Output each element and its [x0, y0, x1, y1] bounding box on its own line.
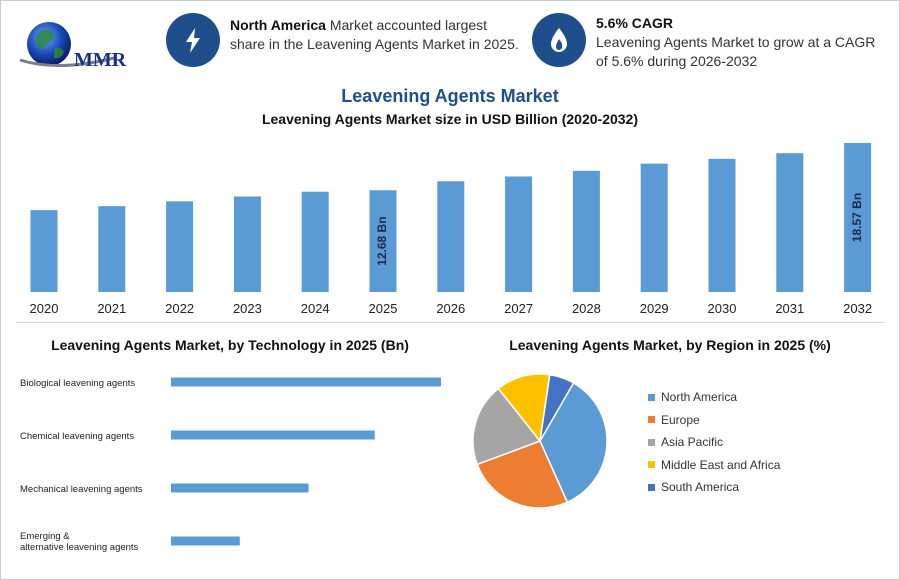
legend-item: Asia Pacific — [648, 431, 780, 454]
bar-2028 — [572, 170, 600, 292]
bar-2024 — [301, 191, 329, 292]
x-tick-label: 2028 — [572, 301, 601, 316]
legend-swatch — [648, 438, 655, 446]
bar-2022 — [166, 201, 194, 292]
legend-item: North America — [648, 386, 780, 409]
page-title: Leavening Agents Market — [341, 86, 559, 106]
pie-slice-asia-pacific — [472, 387, 542, 466]
bar-2027 — [505, 176, 533, 292]
bar-2021 — [98, 206, 126, 292]
bar-2023 — [233, 196, 261, 292]
legend-swatch — [648, 483, 655, 491]
cagr-callout: 5.6% CAGR Leavening Agents Market to grow… — [596, 14, 886, 71]
x-tick-label: 2029 — [640, 301, 669, 316]
bar-2032 — [844, 143, 872, 292]
pie-slice-middle-east-and-africa — [497, 373, 551, 443]
hbar-0 — [171, 377, 441, 387]
bar-2026 — [437, 181, 465, 292]
x-tick-label: 2025 — [369, 301, 398, 316]
callout-cagr-bold: 5.6% CAGR — [596, 15, 674, 31]
x-tick-label: 2031 — [775, 301, 804, 316]
lightning-bolt-icon — [166, 13, 220, 67]
legend-item: Europe — [648, 409, 780, 432]
legend-swatch — [648, 393, 655, 401]
data-label-2032: 18.57 Bn — [850, 193, 864, 242]
x-tick-label: 2024 — [301, 301, 330, 316]
technology-chart-title: Leavening Agents Market, by Technology i… — [51, 337, 409, 353]
region-legend: North America Europe Asia Pacific Middle Ea… — [648, 386, 780, 499]
hbar-category-label: Emerging & alternative leavening agents — [20, 531, 139, 553]
section-divider — [16, 322, 884, 323]
region-chart-title: Leavening Agents Market, by Region in 20… — [509, 337, 831, 353]
legend-label: Asia Pacific — [661, 435, 724, 450]
globe-icon — [27, 22, 71, 66]
legend-swatch — [648, 416, 655, 424]
hbar-category-label: Mechanical leavening agents — [20, 484, 143, 495]
legend-label: Europe — [661, 412, 700, 427]
legend-label: South America — [661, 480, 740, 495]
region-callout: North America Market accounted largest s… — [230, 16, 525, 54]
bar-2020 — [30, 210, 58, 292]
callout-region-text: Market accounted largest share in the Le… — [230, 17, 519, 52]
x-tick-label: 2026 — [436, 301, 465, 316]
hbar-category-label: Chemical leavening agents — [20, 431, 134, 442]
bar-chart-title: Leavening Agents Market size in USD Bill… — [261, 111, 639, 127]
market-size-bar-chart: 2020 2021 2022 2023 2024 2025 12.68 Bn 2026 2027… — [30, 143, 872, 316]
x-tick-label: 2032 — [843, 301, 872, 316]
x-tick-label: 2022 — [165, 301, 194, 316]
bar-2025 — [369, 190, 397, 292]
hbar-3 — [171, 536, 240, 546]
logo-text: MMR — [74, 49, 127, 71]
legend-label: Middle East and Africa — [661, 457, 781, 472]
x-tick-label: 2027 — [504, 301, 533, 316]
x-tick-label: 2020 — [30, 301, 59, 316]
pie-slice-south-america — [539, 373, 575, 442]
pie-slice-europe — [476, 440, 569, 509]
legend-item: South America — [648, 476, 780, 499]
legend-item: Middle East and Africa — [648, 454, 780, 477]
legend-label: North America — [661, 390, 738, 405]
bar-2031 — [776, 153, 804, 292]
legend-swatch — [648, 461, 655, 469]
callout-cagr-text: Leavening Agents Market to grow at a CAG… — [596, 34, 876, 69]
x-tick-label: 2023 — [233, 301, 262, 316]
hbar-2 — [171, 483, 309, 493]
technology-bar-chart: Biological leavening agents Chemical leav… — [20, 377, 441, 553]
data-label-2025: 12.68 Bn — [375, 216, 389, 265]
x-tick-label: 2021 — [97, 301, 126, 316]
bar-2029 — [640, 163, 668, 292]
region-pie-chart — [472, 373, 608, 509]
mmr-logo: MMR — [19, 22, 127, 71]
bar-2030 — [708, 158, 736, 292]
hbar-category-label: Biological leavening agents — [20, 378, 135, 389]
hbar-1 — [171, 430, 375, 440]
x-tick-label: 2030 — [708, 301, 737, 316]
callout-region-bold: North America — [230, 17, 326, 33]
flame-drop-icon — [532, 13, 586, 67]
